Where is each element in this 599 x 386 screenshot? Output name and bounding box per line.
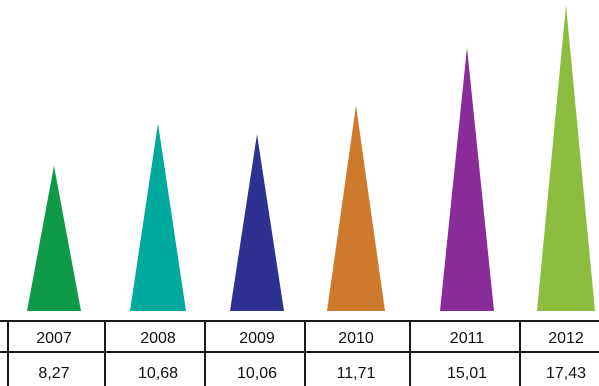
bar-2007 xyxy=(27,165,81,311)
value-label-2007: 8,27 xyxy=(38,365,69,382)
bar-2009 xyxy=(230,134,284,311)
chart-marks xyxy=(27,5,595,312)
data-table: 2007 8,27 2008 10,68 2009 10,06 2010 11,71 2011 1… xyxy=(0,320,599,386)
value-label-2010: 11,71 xyxy=(337,365,376,382)
year-label-2011: 2011 xyxy=(450,330,485,347)
bar-2012 xyxy=(537,5,595,311)
bar-2011 xyxy=(440,47,494,311)
value-label-2012: 17,43 xyxy=(546,365,586,382)
value-label-2008: 10,68 xyxy=(138,365,178,382)
year-label-2008: 2008 xyxy=(140,330,176,347)
year-label-2009: 2009 xyxy=(239,330,275,347)
value-label-2009: 10,06 xyxy=(237,365,277,382)
year-label-2012: 2012 xyxy=(548,330,584,347)
year-label-2007: 2007 xyxy=(36,330,72,347)
bar-2008 xyxy=(130,123,186,311)
bar-2010 xyxy=(327,105,385,312)
value-label-2011: 15,01 xyxy=(447,365,487,382)
year-label-2010: 2010 xyxy=(338,330,374,347)
